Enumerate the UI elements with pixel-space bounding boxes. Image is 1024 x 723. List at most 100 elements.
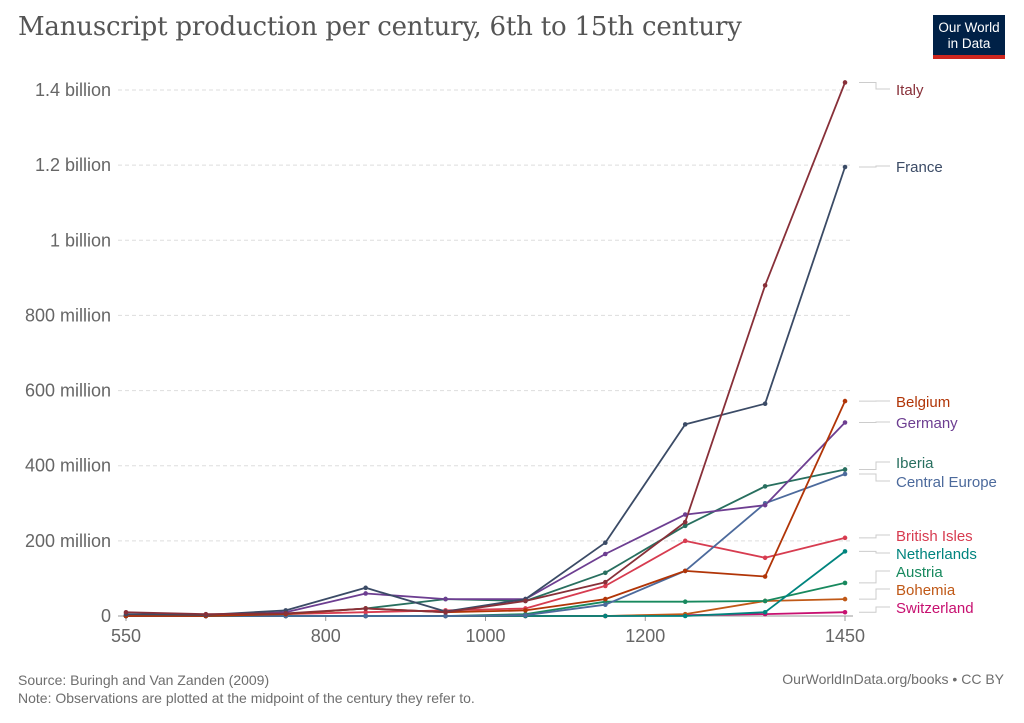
data-point xyxy=(603,596,608,602)
series-line xyxy=(126,468,846,617)
label-connector xyxy=(859,165,890,168)
y-tick-label: 800 million xyxy=(25,305,111,325)
y-tick-label: 200 million xyxy=(25,531,111,551)
y-tick-label: 1 billion xyxy=(50,230,111,250)
data-point xyxy=(523,608,528,613)
y-tick-label: 400 million xyxy=(25,456,111,476)
data-point xyxy=(363,585,368,591)
series-lines xyxy=(125,82,846,617)
data-point xyxy=(603,540,608,546)
data-point xyxy=(363,609,368,615)
label-connector xyxy=(859,461,890,470)
data-point xyxy=(443,613,448,619)
data-point xyxy=(762,283,768,288)
data-point xyxy=(682,538,688,544)
series-line xyxy=(125,82,846,615)
data-point xyxy=(363,613,368,619)
series-label: Iberia xyxy=(896,455,934,472)
data-point xyxy=(682,523,688,529)
x-tick-label: 1000 xyxy=(465,626,505,646)
line-chart: 0 200 million 400 million 600 million 800 mi… xyxy=(25,80,997,646)
footer-notes: Source: Buringh and Van Zanden (2009) No… xyxy=(18,671,475,707)
data-point xyxy=(523,598,528,604)
x-tick-label: 800 xyxy=(311,626,341,646)
data-point xyxy=(762,609,768,615)
data-point xyxy=(682,519,688,525)
label-connector xyxy=(859,570,890,584)
data-point xyxy=(842,420,848,425)
data-point xyxy=(762,502,768,508)
series-label: Germany xyxy=(896,415,958,432)
data-point xyxy=(363,591,368,596)
data-point xyxy=(842,398,848,404)
label-connector xyxy=(859,473,890,482)
series-labels: Italy France Belgium Germany Iberia Central E… xyxy=(859,81,997,617)
data-point xyxy=(682,599,688,605)
label-connector xyxy=(859,588,890,600)
gridlines xyxy=(118,89,853,542)
data-point xyxy=(603,551,608,557)
x-tick-label: 1200 xyxy=(625,626,665,646)
data-point xyxy=(762,598,768,604)
y-tick-label: 0 xyxy=(101,606,111,626)
data-point xyxy=(682,613,688,619)
source-text: Source: Buringh and Van Zanden (2009) xyxy=(18,672,270,688)
note-text: Note: Observations are plotted at the mi… xyxy=(18,690,475,706)
series-label: Italy xyxy=(896,82,924,99)
series-label: Switzerland xyxy=(896,600,974,617)
data-point xyxy=(603,579,608,585)
data-point xyxy=(762,555,768,561)
data-point xyxy=(603,602,608,608)
x-tick-label: 1450 xyxy=(825,626,865,646)
data-point xyxy=(682,422,688,427)
series-label: France xyxy=(896,159,943,176)
data-point xyxy=(682,512,688,517)
series-label: Belgium xyxy=(896,394,950,411)
y-axis-ticks: 0 200 million 400 million 600 million 800 mi… xyxy=(25,80,111,626)
data-point xyxy=(443,609,448,615)
data-point xyxy=(842,80,848,85)
data-point xyxy=(762,401,768,407)
data-point xyxy=(762,484,768,489)
label-connector xyxy=(859,421,890,424)
owid-logo[interactable]: Our World in Data xyxy=(933,15,1005,59)
data-point xyxy=(842,164,848,170)
series-line xyxy=(125,166,846,616)
logo-line-2: in Data xyxy=(947,36,991,51)
x-tick-label: 550 xyxy=(111,626,141,646)
series-points xyxy=(123,80,848,619)
data-point xyxy=(123,609,129,615)
y-tick-label: 600 million xyxy=(25,381,111,401)
data-point xyxy=(283,611,289,616)
data-point xyxy=(842,609,848,615)
y-tick-label: 1.4 billion xyxy=(35,80,111,100)
label-connector xyxy=(859,534,890,539)
data-point xyxy=(842,471,848,477)
series-label: Bohemia xyxy=(896,582,956,599)
series-label: Central Europe xyxy=(896,474,997,491)
data-point xyxy=(603,570,608,576)
logo-line-1: Our World xyxy=(938,20,1000,35)
data-point xyxy=(762,574,768,579)
credit-link[interactable]: OurWorldInData.org/books • CC BY xyxy=(782,671,1004,687)
series-label: British Isles xyxy=(896,528,973,545)
y-tick-label: 1.2 billion xyxy=(35,155,111,175)
data-point xyxy=(603,613,608,619)
label-connector xyxy=(859,550,890,554)
series-line xyxy=(126,400,846,617)
data-point xyxy=(842,467,848,472)
data-point xyxy=(363,606,368,611)
series-label: Austria xyxy=(896,564,943,581)
series-label: Netherlands xyxy=(896,546,977,563)
series-line xyxy=(126,537,846,617)
x-axis: 550 800 1000 1200 1450 xyxy=(111,615,865,646)
label-connector xyxy=(859,606,890,613)
data-point xyxy=(842,580,848,586)
series-line xyxy=(126,421,846,617)
series-line xyxy=(126,473,846,617)
data-point xyxy=(603,583,608,589)
data-point xyxy=(842,549,848,554)
data-point xyxy=(842,596,848,602)
chart-title: Manuscript production per century, 6th t… xyxy=(18,12,742,42)
data-point xyxy=(682,568,688,574)
